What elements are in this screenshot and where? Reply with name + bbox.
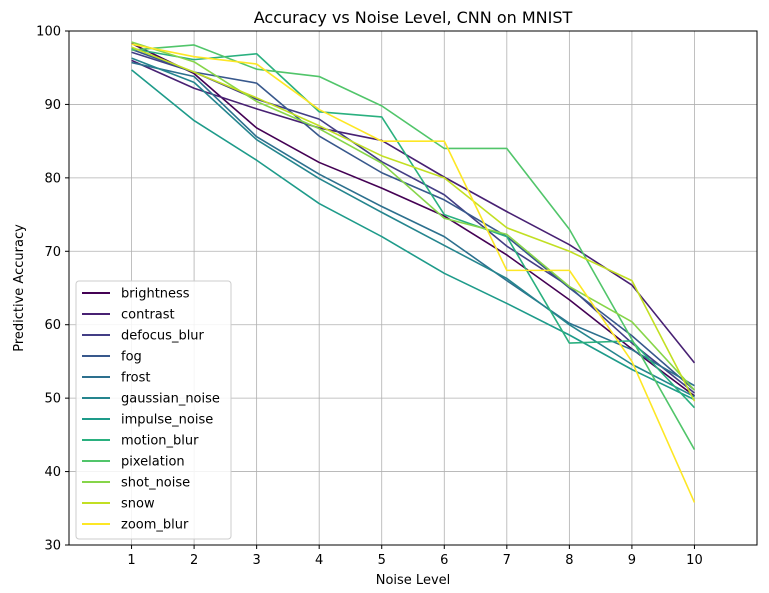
x-axis: 1 2 3 4 5 6 7 8 9 10 [127,545,703,568]
legend-label-fog: fog [121,350,142,365]
y-tick-label: 80 [44,171,61,186]
y-tick-label: 90 [44,98,61,113]
y-tick-label: 30 [44,539,61,554]
x-tick-label: 5 [378,553,386,568]
legend-label-snow: snow [121,497,155,512]
series-line-zoom_blur [131,43,696,503]
legend-label-gaussian_noise: gaussian_noise [121,392,220,407]
y-axis-label: Predictive Accuracy [12,224,27,352]
x-tick-label: 10 [686,553,703,568]
series-line-contrast [131,59,696,364]
series-line-pixelation [131,44,696,450]
y-tick-label: 60 [44,318,61,333]
legend-label-frost: frost [121,371,150,386]
series-layer [131,41,696,503]
x-tick-label: 2 [190,553,198,568]
series-line-frost [131,61,695,387]
legend-label-impulse_noise: impulse_noise [121,413,213,428]
y-tick-label: 40 [44,465,61,480]
legend-label-zoom_blur: zoom_blur [121,518,189,533]
x-tick-label: 7 [503,553,511,568]
chart-title: Accuracy vs Noise Level, CNN on MNIST [254,8,573,27]
legend-label-defocus_blur: defocus_blur [121,329,205,344]
x-tick-label: 1 [127,553,135,568]
x-tick-label: 4 [315,553,323,568]
x-tick-label: 9 [628,553,636,568]
series-line-brightness [131,42,695,397]
y-tick-label: 100 [36,25,61,40]
plot-frame [68,30,758,546]
legend-label-contrast: contrast [121,308,175,323]
legend-label-motion_blur: motion_blur [121,434,199,449]
x-tick-label: 6 [440,553,448,568]
x-tick-label: 8 [565,553,573,568]
series-line-impulse_noise [131,69,695,401]
legend-label-shot_noise: shot_noise [121,476,190,491]
x-tick-label: 3 [252,553,260,568]
series-line-shot_noise [131,41,696,391]
x-axis-label: Noise Level [376,573,451,588]
y-axis: 30 40 50 60 70 80 90 100 [36,25,69,554]
series-line-fog [131,48,695,391]
legend-box [75,280,232,540]
series-line-gaussian_noise [131,57,695,398]
legend-label-pixelation: pixelation [121,455,185,470]
y-tick-label: 70 [44,245,61,260]
y-tick-label: 50 [44,392,61,407]
legend-label-brightness: brightness [121,287,190,302]
series-line-snow [131,46,696,402]
